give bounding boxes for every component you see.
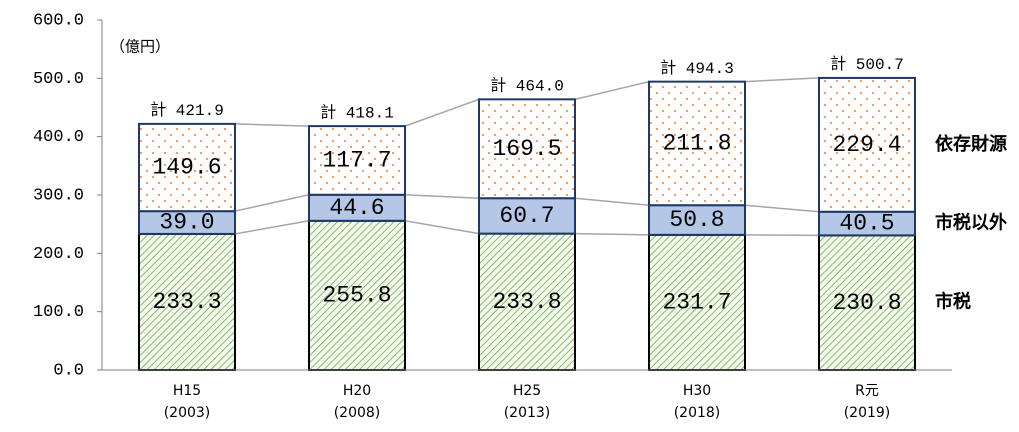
connector	[574, 80, 650, 101]
y-tick-label: 200.0	[33, 245, 84, 264]
legend-label: 市税以外	[935, 212, 1007, 234]
connector	[574, 232, 650, 236]
data-label: 230.8	[832, 290, 901, 316]
data-label: 50.8	[669, 207, 724, 233]
connector	[404, 98, 480, 127]
x-tick-label: (2003)	[164, 405, 211, 421]
data-label: 233.8	[492, 289, 561, 315]
data-label: 169.5	[492, 136, 561, 162]
bar-segment	[648, 204, 746, 236]
connector	[744, 77, 820, 83]
connector	[234, 194, 310, 212]
legend-label: 市税	[935, 291, 971, 313]
data-label: 149.6	[152, 155, 221, 181]
x-tick-label: (2018)	[674, 405, 721, 421]
y-tick-label: 0.0	[53, 361, 84, 380]
bar-segment	[308, 125, 406, 196]
connector	[404, 194, 480, 199]
connector	[234, 220, 310, 235]
data-label: 117.7	[322, 148, 391, 174]
x-tick-label: (2019)	[844, 405, 891, 421]
data-label: 40.5	[839, 211, 894, 237]
data-label: 229.4	[832, 132, 901, 158]
unit-label: （億円）	[110, 38, 170, 56]
total-label: 計 494.3	[660, 59, 734, 78]
data-label: 211.8	[662, 131, 731, 157]
bar-segment	[818, 234, 916, 371]
x-tick-label: H30	[683, 383, 711, 399]
bar-segment	[138, 232, 236, 371]
x-tick-label: H20	[343, 383, 371, 399]
connector	[234, 123, 310, 127]
bar-segment	[308, 219, 406, 371]
total-label: 計 418.1	[320, 103, 394, 122]
bar-segment	[648, 80, 746, 207]
y-tick-label: 600.0	[33, 11, 84, 30]
total-label: 計 500.7	[830, 55, 904, 74]
bar-segment	[818, 76, 916, 213]
y-tick-label: 500.0	[33, 70, 84, 89]
x-tick-label: H15	[173, 383, 201, 399]
data-label: 255.8	[322, 282, 391, 308]
total-label: 計 464.0	[490, 77, 564, 96]
data-label: 231.7	[662, 289, 731, 315]
bar-segment	[308, 193, 406, 222]
y-tick-label: 300.0	[33, 186, 84, 205]
bar-segment	[478, 98, 576, 200]
x-tick-label: (2008)	[334, 405, 381, 421]
legend-label: 依存財源	[935, 133, 1007, 155]
connector	[574, 197, 650, 206]
total-label: 計 421.9	[150, 101, 224, 120]
data-label: 44.6	[329, 195, 384, 221]
bar-segment	[138, 122, 236, 213]
connector	[404, 220, 480, 235]
x-tick-label: (2013)	[504, 405, 551, 421]
data-label: 60.7	[499, 203, 554, 229]
connector	[744, 204, 820, 213]
bar-segment	[648, 233, 746, 371]
x-tick-label: R元	[855, 383, 879, 399]
y-tick-label: 400.0	[33, 128, 84, 147]
data-label: 39.0	[159, 210, 214, 236]
y-tick-label: 100.0	[33, 303, 84, 322]
x-tick-label: H25	[513, 383, 541, 399]
connector	[744, 234, 820, 237]
data-label: 233.3	[152, 289, 221, 315]
